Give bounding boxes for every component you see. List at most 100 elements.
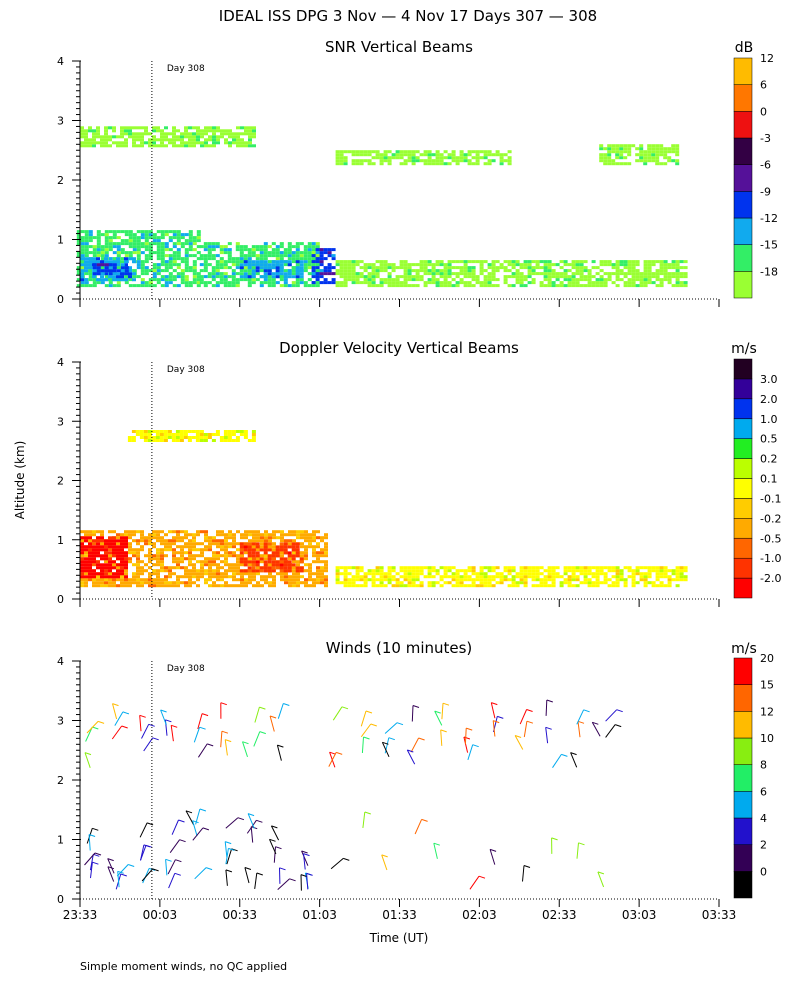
snr-cell (435, 263, 440, 267)
snr-cell (551, 263, 556, 267)
snr-cell (207, 251, 212, 255)
snr-cell (467, 284, 472, 288)
snr-cell (579, 284, 584, 288)
wind-barb-flag (231, 848, 238, 852)
snr-cell (299, 269, 304, 273)
snr-cell (263, 269, 268, 273)
wind-barb-flag (561, 753, 568, 757)
snr-cell (192, 242, 197, 246)
snr-cell (180, 138, 184, 142)
snr-cell (243, 248, 248, 252)
doppler-cell (312, 554, 316, 558)
doppler-cell (403, 566, 408, 570)
snr-cell (236, 138, 240, 142)
snr-cell (339, 153, 344, 157)
snr-cell (563, 278, 568, 282)
doppler-cell (248, 575, 252, 579)
snr-cell (231, 260, 236, 264)
doppler-cell (267, 554, 272, 558)
doppler-cell (216, 530, 220, 534)
wind-barb-flag (592, 721, 599, 725)
snr-cell (351, 159, 356, 163)
snr-cell (164, 266, 169, 270)
doppler-cell (651, 569, 656, 573)
doppler-cell (675, 575, 680, 579)
doppler-cell (475, 584, 480, 588)
doppler-cell (204, 560, 208, 564)
doppler-cell (679, 575, 684, 579)
snr-cell (315, 281, 320, 285)
doppler-cell (283, 569, 288, 573)
doppler-cell (124, 581, 128, 585)
doppler-cell (324, 554, 328, 558)
snr-cell (655, 153, 660, 157)
snr-cell (343, 269, 348, 273)
snr-cell (128, 126, 132, 130)
snr-cell (603, 153, 608, 157)
doppler-cell (132, 551, 136, 555)
doppler-cell (443, 581, 448, 585)
snr-cell (407, 156, 412, 160)
snr-cell (355, 278, 360, 282)
snr-cell (247, 248, 252, 252)
doppler-cell (631, 572, 636, 576)
doppler-cell (192, 545, 196, 549)
snr-cell (631, 144, 636, 148)
doppler-cell (503, 569, 508, 573)
snr-cell (236, 144, 240, 148)
doppler-cell (236, 530, 240, 534)
doppler-cell (148, 551, 152, 555)
doppler-cell (84, 533, 88, 537)
snr-cell (140, 269, 145, 273)
doppler-cell (308, 539, 312, 543)
snr-cell (215, 269, 220, 273)
snr-cell (203, 242, 208, 246)
snr-cell (216, 126, 220, 130)
wind-barb-54 (254, 706, 260, 723)
snr-cell (647, 150, 652, 154)
doppler-cell (175, 433, 180, 436)
snr-cell (96, 263, 101, 267)
doppler-cell (224, 536, 228, 540)
wind-barb-flag (165, 858, 172, 862)
doppler-cell (276, 536, 280, 540)
snr-cell (387, 162, 392, 166)
snr-cell (180, 281, 185, 285)
wind-barb-4 (84, 852, 96, 866)
doppler-cell (539, 572, 544, 576)
snr-cell (295, 263, 300, 267)
snr-cell (435, 284, 440, 288)
doppler-cell (176, 581, 180, 585)
snr-cell (283, 284, 288, 288)
snr-cell (244, 141, 248, 145)
doppler-cell (200, 569, 204, 573)
doppler-cell (124, 578, 128, 582)
snr-cell (631, 266, 636, 270)
snr-cell (295, 257, 300, 261)
snr-colorbar-label: 12 (760, 52, 774, 65)
doppler-cell (100, 545, 104, 549)
snr-cell (203, 263, 208, 267)
snr-cell (487, 266, 492, 270)
snr-cell (156, 263, 161, 267)
doppler-cell (256, 548, 260, 552)
doppler-cell (112, 539, 116, 543)
snr-cell (379, 156, 384, 160)
doppler-cell (320, 554, 324, 558)
snr-cell (188, 141, 192, 145)
doppler-cell (675, 578, 680, 582)
snr-cell (423, 266, 428, 270)
snr-cell (463, 275, 468, 279)
snr-cell (371, 150, 376, 154)
snr-cell (623, 275, 628, 279)
doppler-cell (188, 563, 192, 567)
doppler-cell (120, 542, 124, 546)
snr-cell (108, 263, 113, 267)
snr-cell (335, 260, 340, 264)
wind-barb-6 (86, 721, 99, 734)
snr-cell (227, 284, 232, 288)
doppler-cell (124, 584, 128, 588)
doppler-cell (204, 533, 208, 537)
snr-cell (515, 281, 520, 285)
snr-cell (231, 272, 236, 276)
